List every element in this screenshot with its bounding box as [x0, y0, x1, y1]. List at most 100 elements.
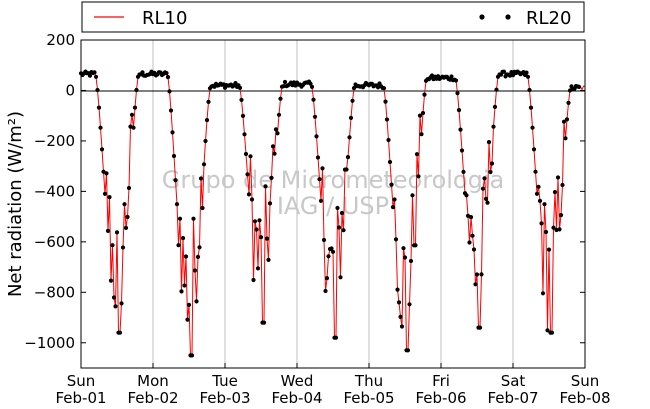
data-point-rl20: [341, 228, 346, 233]
data-point-rl20: [558, 213, 564, 218]
data-point-rl20: [501, 69, 507, 74]
data-point-rl20: [104, 171, 109, 176]
data-point-rl20: [420, 110, 426, 116]
data-point-rl20: [536, 184, 541, 189]
data-point-rl20: [122, 202, 127, 207]
vertical-grid: [152, 40, 514, 368]
data-point-rl20: [92, 70, 97, 75]
data-point-rl20: [198, 176, 204, 181]
data-point-rl20: [182, 283, 187, 288]
data-point-rl20: [311, 97, 316, 102]
data-point-rl20: [467, 240, 472, 245]
data-point-rl20: [546, 247, 552, 252]
data-point-rl20: [477, 325, 483, 330]
data-point-rl20: [270, 144, 276, 149]
data-point-rl20: [321, 237, 327, 243]
data-point-rl20: [171, 153, 177, 159]
data-point-rl20: [473, 282, 478, 287]
data-point-rl20: [167, 89, 172, 94]
data-point-rl20: [200, 205, 205, 211]
x-tick-label-day: Thu: [354, 372, 383, 390]
data-point-rl20: [387, 159, 393, 165]
data-point-rl20: [543, 229, 549, 235]
data-point-rl20: [399, 324, 405, 329]
data-point-rl20: [176, 243, 181, 248]
data-point-rl20: [489, 161, 495, 166]
data-point-rl20: [134, 87, 139, 93]
legend-swatch-rl20-dot: [505, 14, 511, 20]
data-point-rl20: [549, 330, 555, 335]
watermark-line-2: IAG / USP: [277, 192, 389, 220]
data-point-rl20: [458, 127, 463, 132]
data-point-rl20: [561, 119, 567, 124]
data-point-rl20: [165, 75, 171, 80]
data-point-rl20: [530, 125, 535, 130]
data-point-rl20: [560, 182, 565, 188]
data-point-rl20: [566, 100, 571, 105]
data-point-rl20: [140, 70, 145, 75]
data-point-rl20: [486, 140, 492, 145]
data-point-rl20: [255, 266, 261, 271]
data-point-rl20: [329, 246, 334, 251]
data-point-rl20: [416, 174, 421, 179]
data-point-rl20: [461, 169, 466, 174]
data-point-rl20: [540, 291, 546, 296]
data-point-rl20: [248, 154, 253, 159]
y-tick-label: −1000: [24, 334, 75, 352]
data-point-rl20: [272, 151, 277, 156]
data-point-rl20: [203, 138, 208, 144]
data-point-rl20: [87, 73, 93, 78]
data-point-rl20: [320, 166, 325, 171]
y-tick-label: −400: [34, 182, 75, 200]
data-point-rl20: [401, 246, 406, 251]
data-point-rl20: [449, 74, 454, 79]
data-point-rl20: [206, 99, 211, 104]
data-point-rl20: [177, 216, 183, 221]
data-point-rl20: [243, 151, 249, 157]
data-point-rl20: [252, 219, 258, 224]
y-tick-label: 0: [65, 81, 75, 99]
data-point-rl20: [386, 137, 391, 143]
x-tick-label-date: Feb-04: [271, 389, 322, 407]
data-point-rl20: [417, 113, 423, 118]
data-point-rl20: [261, 320, 267, 325]
data-point-rl20: [267, 201, 273, 206]
legend-label-rl10: RL10: [142, 8, 187, 29]
data-point-rl20: [281, 84, 286, 89]
data-point-rl20: [470, 233, 475, 238]
data-point-rl20: [189, 353, 195, 358]
y-tick-label: −200: [34, 132, 75, 150]
y-axis: 200 0 −200 −400 −600 −800 −1000: [24, 31, 585, 352]
data-point-rl20: [110, 243, 115, 248]
data-point-rl20: [336, 225, 342, 230]
data-point-rl20: [183, 254, 189, 259]
y-tick-label: 200: [46, 31, 75, 49]
data-point-rl20: [459, 148, 465, 153]
data-point-rl20: [348, 115, 354, 120]
data-point-rl20: [317, 177, 322, 182]
data-point-rl20: [251, 277, 256, 283]
data-point-rl20: [323, 288, 328, 294]
data-point-rl20: [102, 191, 108, 196]
data-point-rl20: [185, 317, 190, 322]
data-point-rl20: [170, 130, 175, 135]
x-tick-label-date: Feb-06: [415, 389, 466, 407]
data-point-rl20: [524, 70, 529, 75]
data-point-rl20: [191, 216, 196, 221]
data-point-rl20: [407, 302, 412, 307]
data-point-rl20: [273, 127, 279, 132]
data-point-rl20: [107, 195, 112, 200]
watermark-line-1: Grupo de Micrometeorologia: [162, 166, 504, 194]
data-point-rl20: [192, 268, 198, 273]
data-point-rl20: [264, 236, 270, 241]
data-point-rl20: [528, 105, 534, 110]
legend-swatch-rl20-dot: [479, 14, 485, 20]
data-point-rl20: [413, 243, 418, 248]
data-point-rl20: [405, 348, 411, 353]
data-point-rl20: [249, 197, 255, 202]
data-point-rl20: [330, 249, 336, 254]
data-point-rl20: [120, 245, 126, 250]
data-point-rl20: [479, 272, 484, 277]
series-points-rl20: [78, 69, 582, 358]
x-tick-label-day: Mon: [137, 372, 169, 390]
